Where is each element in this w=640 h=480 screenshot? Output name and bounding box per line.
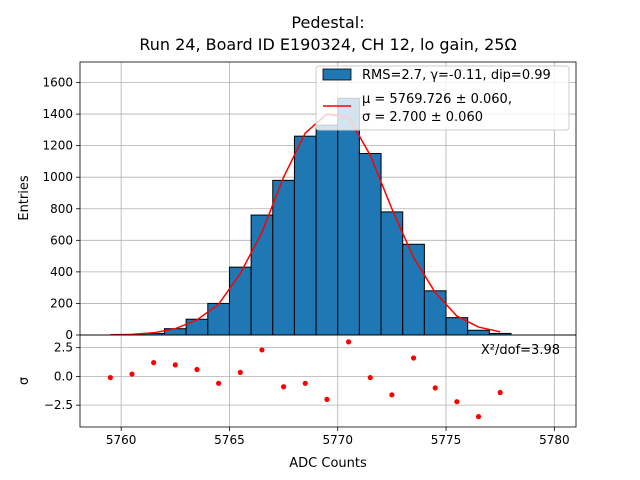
legend: RMS=2.7, γ=-0.11, dip=0.99 μ = 5769.726 … [315,65,570,131]
top-ytick-label: 600 [50,233,73,247]
xtick-label: 5765 [214,433,245,447]
residual-point [151,360,157,366]
residual-point [280,384,287,390]
chart-subtitle: Run 24, Board ID E190324, CH 12, lo gain… [139,35,516,54]
gaussian-fit-line [110,113,501,336]
residual-point [389,392,395,398]
residual-point [432,385,438,391]
bottom-gridlines [80,335,576,427]
histogram-bar [293,135,317,336]
top-ytick-label: 1600 [42,76,73,90]
top-ytick-label: 1000 [42,170,73,184]
bottom-axis-ticks: −2.5 0.0 2.5 5760 5765 5770 5775 5780 [44,341,570,447]
histogram-bars [120,97,512,336]
top-ytick-label: 1200 [42,139,73,153]
histogram-bar [358,153,382,336]
x-axis-label: ADC Counts [289,456,367,471]
legend-label-histogram: RMS=2.7, γ=-0.11, dip=0.99 [362,68,551,83]
xtick-label: 5775 [431,433,462,447]
legend-swatch-histogram [322,68,352,81]
residual-point [194,366,200,373]
legend-box [315,65,570,131]
residual-point [454,399,460,405]
legend-label-fit-sigma: σ = 2.700 ± 0.060 [362,110,483,125]
residual-point [497,389,503,396]
residual-point [475,414,482,420]
histogram-bar [228,266,252,336]
residual-point [259,347,265,353]
top-ytick-label: 800 [50,202,73,216]
residual-point [367,374,373,381]
legend-label-fit-mu: μ = 5769.726 ± 0.060, [362,92,512,107]
top-ytick-label: 400 [50,265,73,279]
residual-point [107,374,113,381]
histogram-bar [272,179,295,336]
bottom-ytick-label: 0.0 [54,369,73,383]
top-axis-ticks: 0 200 400 600 800 1000 1200 1400 1600 [42,76,80,342]
xtick-label: 5760 [106,433,137,447]
residual-point [172,362,178,368]
residual-point [237,369,243,375]
bottom-ytick-label: −2.5 [44,398,73,412]
histogram-bar [380,211,404,336]
top-ytick-label: 1400 [42,107,73,121]
top-ytick-label: 200 [50,296,73,310]
histogram-bar [207,302,230,336]
residual-point [324,396,330,402]
histogram-bar [467,329,490,336]
histogram-bar [315,124,339,336]
xtick-label: 5770 [322,433,353,447]
chart-title: Pedestal: [291,13,364,32]
histogram-bar [423,290,447,336]
chi2-annotation: X²/dof=3.98 [481,343,560,358]
y-axis-label-sigma: σ [17,377,32,385]
residual-points [107,339,503,420]
bottom-plot-frame [79,334,577,428]
histogram-bar [185,318,209,336]
residual-point [129,371,135,377]
residual-point [302,380,308,386]
bottom-ytick-label: 2.5 [54,341,73,355]
xtick-label: 5780 [539,433,570,447]
residual-point [216,380,222,386]
top-ytick-label: 0 [65,328,73,342]
residual-point [345,339,352,345]
histogram-bar [337,97,360,336]
residual-point [410,355,417,361]
y-axis-label-entries: Entries [17,175,32,221]
